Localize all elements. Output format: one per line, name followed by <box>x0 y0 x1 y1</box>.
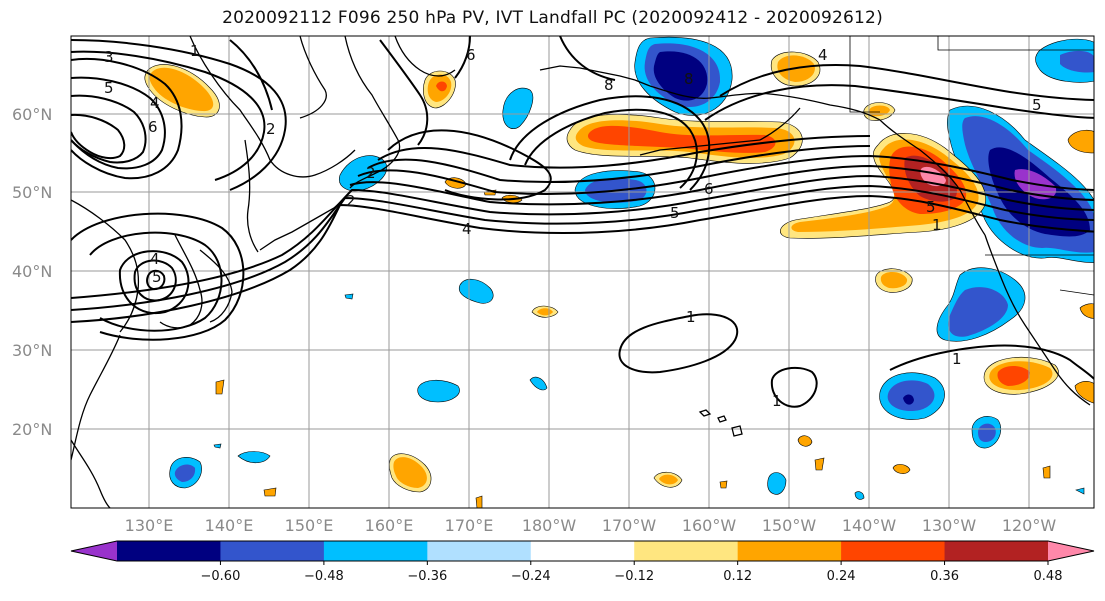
longitude-labels: 130°E 140°E 150°E 160°E 170°E 180°W 170°… <box>125 516 1057 535</box>
pv-contour-labels: 3 5 4 6 1 2 6 8 8 4 5 6 5 4 2 2 5 1 4 5 … <box>104 42 1042 410</box>
lon-label: 150°W <box>762 516 817 535</box>
contour-label: 4 <box>150 94 160 112</box>
lon-label: 140°E <box>205 516 254 535</box>
latitude-labels: 60°N 50°N 40°N 30°N 20°N <box>12 105 52 439</box>
contour-label: 4 <box>150 250 160 268</box>
colorbar-tick-label: 0.48 <box>1034 569 1063 584</box>
contour-label: 5 <box>1032 96 1042 114</box>
lon-label: 170°W <box>602 516 657 535</box>
colorbar-tick-label: −0.12 <box>614 569 654 584</box>
map-title: 2020092112 F096 250 hPa PV, IVT Landfall… <box>222 8 883 28</box>
colorbar-swatches <box>117 541 1049 561</box>
colorbar-swatch <box>944 541 1049 561</box>
lon-label: 160°E <box>365 516 414 535</box>
lat-label: 50°N <box>12 183 52 202</box>
colorbar-tick-label: 0.24 <box>827 569 856 584</box>
contour-label: 1 <box>772 392 782 410</box>
contour-label: 3 <box>104 48 114 66</box>
contour-label: 4 <box>462 220 472 238</box>
pv-contours <box>71 36 1094 408</box>
colorbar-outline <box>70 540 1095 562</box>
lon-label: 130°W <box>922 516 977 535</box>
colorbar-tick-label: −0.48 <box>304 569 344 584</box>
colorbar-swatch <box>117 541 221 561</box>
colorbar-tick-label: −0.36 <box>407 569 447 584</box>
colorbar-swatch <box>634 541 739 561</box>
colorbar-tick-label: −0.24 <box>511 569 551 584</box>
contour-label: 8 <box>684 70 694 88</box>
contour-label: 6 <box>148 118 158 136</box>
contour-label: 5 <box>104 79 114 97</box>
lat-label: 30°N <box>12 341 52 360</box>
colorbar-swatch <box>530 541 635 561</box>
contour-label: 1 <box>952 350 962 368</box>
colorbar-extend-low <box>71 541 117 561</box>
lon-label: 150°E <box>285 516 334 535</box>
colorbar-swatch <box>427 541 532 561</box>
lat-label: 40°N <box>12 262 52 281</box>
graticule <box>71 36 1094 508</box>
contour-label: 1 <box>932 216 942 234</box>
colorbar-tick-label: 0.36 <box>930 569 959 584</box>
contour-label: 8 <box>604 76 614 94</box>
colorbar-swatch <box>841 541 946 561</box>
contour-label: 5 <box>670 204 680 222</box>
lon-label: 130°E <box>125 516 174 535</box>
colorbar-swatch <box>323 541 428 561</box>
contour-label: 2 <box>366 164 376 182</box>
lon-label: 120°W <box>1002 516 1057 535</box>
colorbar: −0.60 −0.48 −0.36 −0.24 −0.12 0.12 0.24 0.36 0.4… <box>70 540 1095 584</box>
colorbar-labels: −0.60 −0.48 −0.36 −0.24 −0.12 0.12 0.24 0.36 0.4… <box>201 561 1063 584</box>
contour-label: 5 <box>152 268 162 286</box>
lat-label: 20°N <box>12 420 52 439</box>
lon-label: 140°W <box>842 516 897 535</box>
lon-label: 180°W <box>522 516 577 535</box>
lon-label: 160°W <box>682 516 737 535</box>
contour-label: 5 <box>926 198 936 216</box>
contour-label: 1 <box>190 42 200 60</box>
contour-label: 6 <box>704 180 714 198</box>
colorbar-tick-label: 0.12 <box>723 569 752 584</box>
colorbar-swatch <box>220 541 325 561</box>
map-panel <box>71 36 1094 508</box>
contour-label: 2 <box>266 120 276 138</box>
contour-label: 2 <box>346 192 356 210</box>
lat-label: 60°N <box>12 105 52 124</box>
colorbar-extend-high <box>1048 541 1094 561</box>
map-frame <box>70 35 1095 509</box>
colorbar-swatch <box>737 541 842 561</box>
contour-label: 1 <box>686 308 696 326</box>
contour-label: 4 <box>818 46 828 64</box>
contour-label: 6 <box>466 46 476 64</box>
lon-label: 170°E <box>445 516 494 535</box>
colorbar-tick-label: −0.60 <box>201 569 241 584</box>
